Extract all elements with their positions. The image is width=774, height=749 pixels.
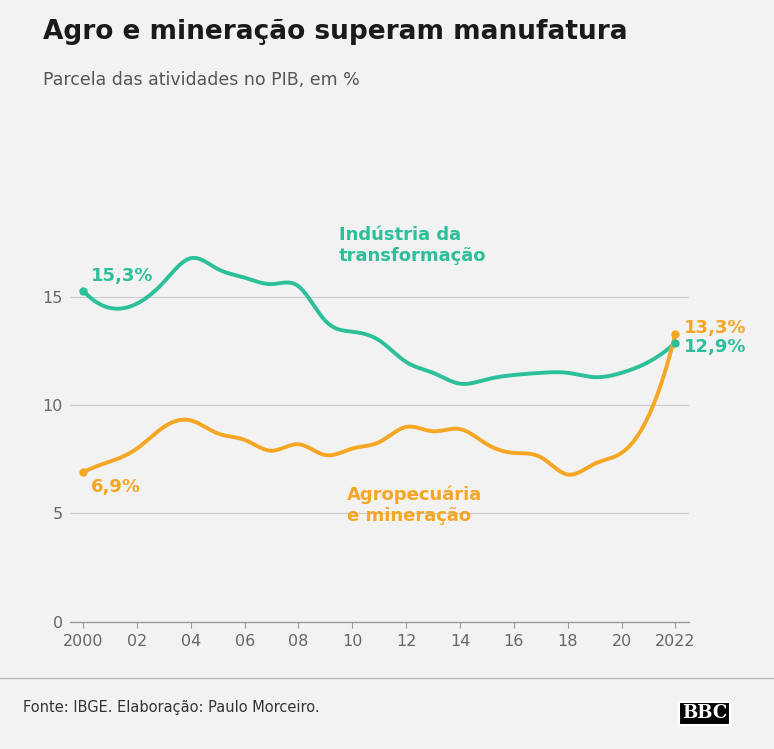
Text: 12,9%: 12,9% [683,338,746,356]
Text: Agropecuária
e mineração: Agropecuária e mineração [347,485,482,524]
Text: Parcela das atividades no PIB, em %: Parcela das atividades no PIB, em % [43,71,359,89]
Text: BBC: BBC [682,704,727,723]
Text: 13,3%: 13,3% [683,320,746,338]
Text: Fonte: IBGE. Elaboração: Paulo Morceiro.: Fonte: IBGE. Elaboração: Paulo Morceiro. [23,700,320,715]
Text: 15,3%: 15,3% [91,267,154,285]
Text: Agro e mineração superam manufatura: Agro e mineração superam manufatura [43,19,627,45]
Text: 6,9%: 6,9% [91,478,141,496]
Text: Indústria da
transformação: Indústria da transformação [339,226,486,264]
